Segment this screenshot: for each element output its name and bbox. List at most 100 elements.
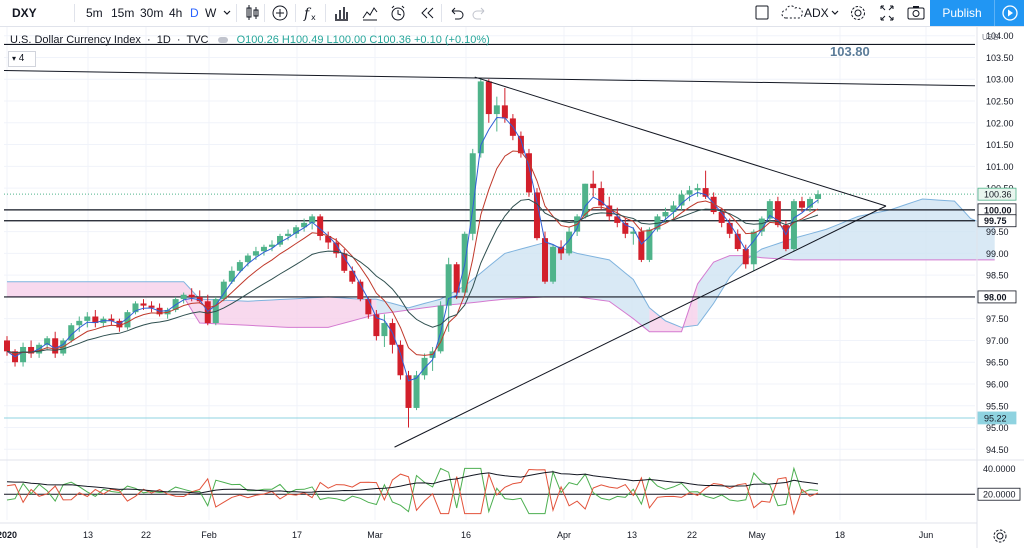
symbol-search-button[interactable]: DXY <box>12 6 37 20</box>
indicators-toggle[interactable]: ▾ 4 <box>8 51 36 67</box>
candle-down[interactable] <box>148 305 155 308</box>
candle-up[interactable] <box>268 244 275 247</box>
candle-up[interactable] <box>236 262 243 271</box>
candle-down[interactable] <box>453 264 460 293</box>
candle-up[interactable] <box>630 231 637 234</box>
candle-up[interactable] <box>309 216 316 223</box>
candle-up[interactable] <box>437 305 444 352</box>
candle-down[interactable] <box>590 183 597 189</box>
candle-down[interactable] <box>606 205 613 217</box>
candle-down[interactable] <box>317 216 324 236</box>
indicator-dropdown-icon[interactable] <box>830 0 840 26</box>
candle-down[interactable] <box>622 222 629 234</box>
candle-up[interactable] <box>68 325 75 341</box>
candle-down[interactable] <box>357 281 364 300</box>
candle-down[interactable] <box>598 188 605 206</box>
candle-up[interactable] <box>566 231 573 254</box>
compare-plus-icon[interactable] <box>271 0 289 26</box>
visibility-eye-icon[interactable] <box>217 37 228 44</box>
candle-down[interactable] <box>525 153 532 193</box>
axis-settings-gear-icon[interactable] <box>993 529 1007 543</box>
candle-down[interactable] <box>614 216 621 223</box>
fullscreen-square-icon[interactable] <box>754 0 770 26</box>
candle-down[interactable] <box>196 296 203 302</box>
candle-down[interactable] <box>108 318 115 321</box>
candle-down[interactable] <box>188 294 195 297</box>
financials-bar-icon[interactable] <box>332 0 350 26</box>
candle-down[interactable] <box>542 238 549 282</box>
candle-up[interactable] <box>421 357 428 376</box>
candle-down[interactable] <box>405 375 412 408</box>
candle-down[interactable] <box>349 270 356 282</box>
candle-up[interactable] <box>228 270 235 282</box>
candle-up[interactable] <box>758 218 765 232</box>
candle-up[interactable] <box>244 255 251 263</box>
publish-arrow-button[interactable] <box>994 0 1024 26</box>
candle-down[interactable] <box>558 246 565 254</box>
interval-dropdown-icon[interactable] <box>222 0 232 26</box>
candle-up[interactable] <box>44 338 51 345</box>
candle-down[interactable] <box>726 222 733 234</box>
candle-up[interactable] <box>582 183 589 217</box>
lower-trendline[interactable] <box>394 205 887 448</box>
candle-down[interactable] <box>333 242 340 254</box>
candle-down[interactable] <box>734 233 741 250</box>
undo-icon[interactable] <box>448 0 464 26</box>
candle-down[interactable] <box>373 314 380 337</box>
candle-up[interactable] <box>694 188 701 191</box>
candle-down[interactable] <box>718 212 725 223</box>
redo-icon[interactable] <box>472 0 488 26</box>
candle-up[interactable] <box>766 201 773 219</box>
candle-down[interactable] <box>4 340 10 352</box>
candle-up[interactable] <box>662 212 669 217</box>
replay-rewind-icon[interactable] <box>418 0 436 26</box>
interval-w-button[interactable]: W <box>205 6 217 20</box>
candle-up[interactable] <box>381 323 388 337</box>
candle-up[interactable] <box>220 281 227 300</box>
templates-icon[interactable] <box>360 0 380 26</box>
long-trendline[interactable] <box>3 70 976 87</box>
candle-up[interactable] <box>285 233 292 236</box>
settings-gear-icon[interactable] <box>849 0 867 26</box>
candle-up[interactable] <box>260 246 267 252</box>
expand-icon[interactable] <box>878 0 896 26</box>
candle-up[interactable] <box>301 222 308 228</box>
indicator-label[interactable]: ADX <box>804 6 829 20</box>
candle-up[interactable] <box>815 194 822 199</box>
candle-up[interactable] <box>445 264 452 306</box>
candle-down[interactable] <box>140 303 147 306</box>
interval-30m-button[interactable]: 30m <box>140 6 164 20</box>
candle-down[interactable] <box>517 135 524 154</box>
candle-down[interactable] <box>710 196 717 213</box>
candle-down[interactable] <box>774 201 781 226</box>
candle-down[interactable] <box>28 346 35 354</box>
candle-down[interactable] <box>341 253 348 271</box>
candle-up[interactable] <box>293 227 300 234</box>
candle-up[interactable] <box>750 231 757 265</box>
candle-down[interactable] <box>365 299 372 315</box>
candle-up[interactable] <box>277 235 284 245</box>
candle-up[interactable] <box>124 312 131 328</box>
candle-up[interactable] <box>84 316 91 321</box>
candle-up[interactable] <box>670 205 677 213</box>
candle-down[interactable] <box>52 338 59 354</box>
candle-down[interactable] <box>702 188 709 197</box>
candle-down[interactable] <box>782 225 789 250</box>
cloud-save-icon[interactable] <box>780 0 804 26</box>
candle-down[interactable] <box>92 316 99 324</box>
candle-down[interactable] <box>204 301 211 324</box>
candle-up[interactable] <box>252 251 259 256</box>
candle-up[interactable] <box>550 246 557 282</box>
candle-up[interactable] <box>413 375 420 408</box>
camera-snapshot-icon[interactable] <box>906 0 926 26</box>
candle-down[interactable] <box>638 231 645 260</box>
candle-up[interactable] <box>20 346 27 363</box>
candle-down[interactable] <box>742 249 749 265</box>
candle-up[interactable] <box>790 201 797 250</box>
candle-up[interactable] <box>686 190 693 195</box>
candle-up[interactable] <box>493 105 500 115</box>
upper-trendline[interactable] <box>474 76 887 207</box>
interval-d-button[interactable]: D <box>190 6 199 20</box>
